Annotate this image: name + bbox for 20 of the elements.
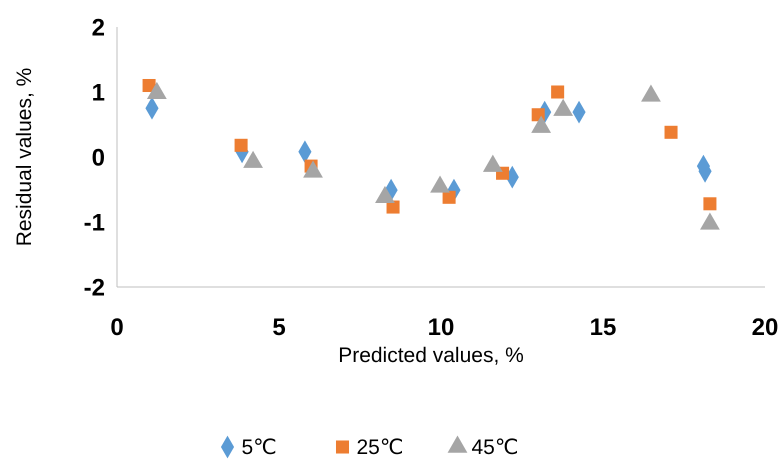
x-tick-label: 0 bbox=[110, 314, 124, 341]
x-axis-title: Predicted values, % bbox=[338, 344, 524, 367]
y-tick-label: 0 bbox=[92, 144, 105, 172]
y-tick-label: 1 bbox=[92, 79, 105, 106]
legend-label: 25℃ bbox=[356, 436, 404, 459]
y-tick-label: 2 bbox=[92, 14, 105, 42]
point bbox=[703, 197, 716, 210]
legend-label: 5℃ bbox=[242, 436, 277, 459]
point bbox=[551, 85, 564, 99]
y-axis-title: Residual values, % bbox=[13, 68, 36, 246]
y-tick-label: -1 bbox=[84, 209, 105, 236]
point bbox=[664, 126, 678, 139]
point bbox=[234, 138, 248, 152]
x-tick-label: 5 bbox=[272, 314, 286, 341]
y-tick-label: -2 bbox=[84, 274, 105, 302]
x-tick-label: 10 bbox=[428, 314, 454, 341]
legend-label: 45℃ bbox=[472, 436, 518, 459]
x-tick-label: 20 bbox=[752, 314, 778, 341]
x-tick-label: 15 bbox=[590, 314, 616, 341]
point bbox=[442, 190, 456, 204]
